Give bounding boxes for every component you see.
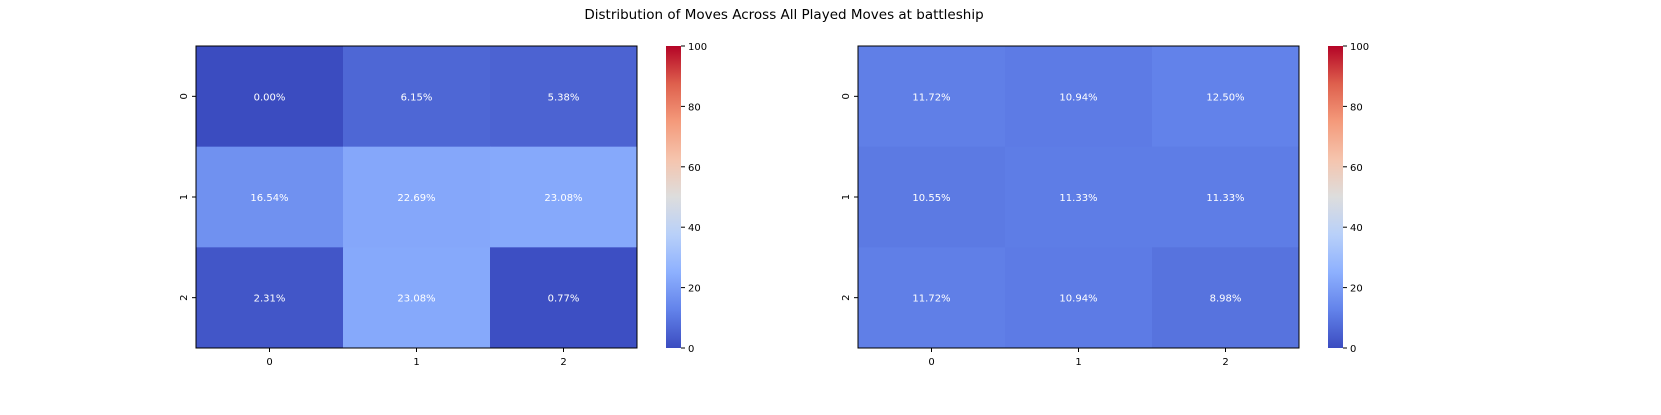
colorbar-tick-label: 80 <box>688 102 701 113</box>
y-tick-label: 2 <box>179 294 190 300</box>
colorbar-tick-label: 20 <box>688 284 701 295</box>
colorbar-tick-label: 60 <box>688 163 701 174</box>
y-tick-label: 1 <box>841 194 852 200</box>
x-tick-label: 1 <box>413 357 419 368</box>
cell-label: 10.94% <box>1059 92 1097 103</box>
colorbar-tick-label: 60 <box>1350 163 1363 174</box>
heatmap-cell <box>343 146 491 248</box>
cell-label: 0.77% <box>548 294 580 305</box>
cell-label: 11.72% <box>912 92 950 103</box>
cell-label: 11.33% <box>1206 193 1244 204</box>
heatmap-cell <box>1152 247 1300 349</box>
heatmap-cell <box>858 46 1006 148</box>
colorbar-tick-label: 100 <box>688 42 707 53</box>
heatmap-cell <box>858 247 1006 349</box>
cell-label: 23.08% <box>544 193 582 204</box>
colorbar <box>1328 46 1343 348</box>
colorbar <box>666 46 681 348</box>
cell-label: 0.00% <box>254 92 286 103</box>
heatmap-cell <box>343 247 491 349</box>
heatmap-cell <box>1152 146 1300 248</box>
heatmap-cell <box>858 146 1006 248</box>
colorbar-tick-label: 0 <box>688 344 694 355</box>
heatmap-cell <box>490 46 638 148</box>
y-tick-label: 0 <box>179 93 190 99</box>
cell-label: 16.54% <box>250 193 288 204</box>
cell-label: 5.38% <box>548 92 580 103</box>
colorbar-tick-label: 40 <box>688 223 701 234</box>
cell-label: 12.50% <box>1206 92 1244 103</box>
heatmap-cell <box>490 247 638 349</box>
heatmap-cell <box>196 46 344 148</box>
y-tick-label: 0 <box>841 93 852 99</box>
heatmap-cell <box>1005 46 1153 148</box>
cell-label: 8.98% <box>1210 294 1242 305</box>
heatmap-cell <box>1005 146 1153 248</box>
heatmap-cell <box>343 46 491 148</box>
cell-label: 22.69% <box>397 193 435 204</box>
colorbar-tick-label: 100 <box>1350 42 1369 53</box>
colorbar-tick-label: 20 <box>1350 284 1363 295</box>
cell-label: 11.72% <box>912 294 950 305</box>
heatmap-panel-0: 0.00% 6.15% 5.38% 16.54% 22.69% 23.08% 2.31% 23… <box>179 42 707 368</box>
x-tick-label: 0 <box>928 357 934 368</box>
heatmap-cell <box>490 146 638 248</box>
y-tick-label: 2 <box>841 294 852 300</box>
cell-label: 2.31% <box>254 294 286 305</box>
heatmap-cell <box>1005 247 1153 349</box>
heatmap-cell <box>196 146 344 248</box>
cell-label: 11.33% <box>1059 193 1097 204</box>
cell-label: 6.15% <box>401 92 433 103</box>
chart-title: Distribution of Moves Across All Played … <box>584 7 983 23</box>
x-tick-label: 0 <box>266 357 272 368</box>
x-tick-label: 1 <box>1075 357 1081 368</box>
x-tick-label: 2 <box>1222 357 1228 368</box>
x-tick-label: 2 <box>560 357 566 368</box>
cell-label: 10.94% <box>1059 294 1097 305</box>
heatmap-cell <box>196 247 344 349</box>
colorbar-tick-label: 80 <box>1350 102 1363 113</box>
heatmap-panel-1: 11.72% 10.94% 12.50% 10.55% 11.33% 11.33% 11.7… <box>841 42 1369 368</box>
cell-label: 23.08% <box>397 294 435 305</box>
colorbar-tick-label: 0 <box>1350 344 1356 355</box>
heatmap-cell <box>1152 46 1300 148</box>
cell-label: 10.55% <box>912 193 950 204</box>
colorbar-tick-label: 40 <box>1350 223 1363 234</box>
y-tick-label: 1 <box>179 194 190 200</box>
